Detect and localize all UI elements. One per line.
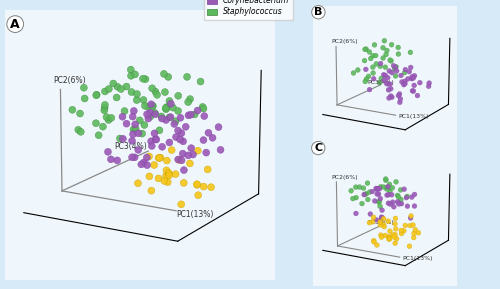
Text: A: A bbox=[10, 18, 20, 31]
Text: B: B bbox=[314, 7, 322, 17]
Legend: Acinetobacter, Corynebacterium, Staphylococcus: Acinetobacter, Corynebacterium, Staphylo… bbox=[204, 0, 293, 20]
Text: C: C bbox=[314, 143, 322, 153]
